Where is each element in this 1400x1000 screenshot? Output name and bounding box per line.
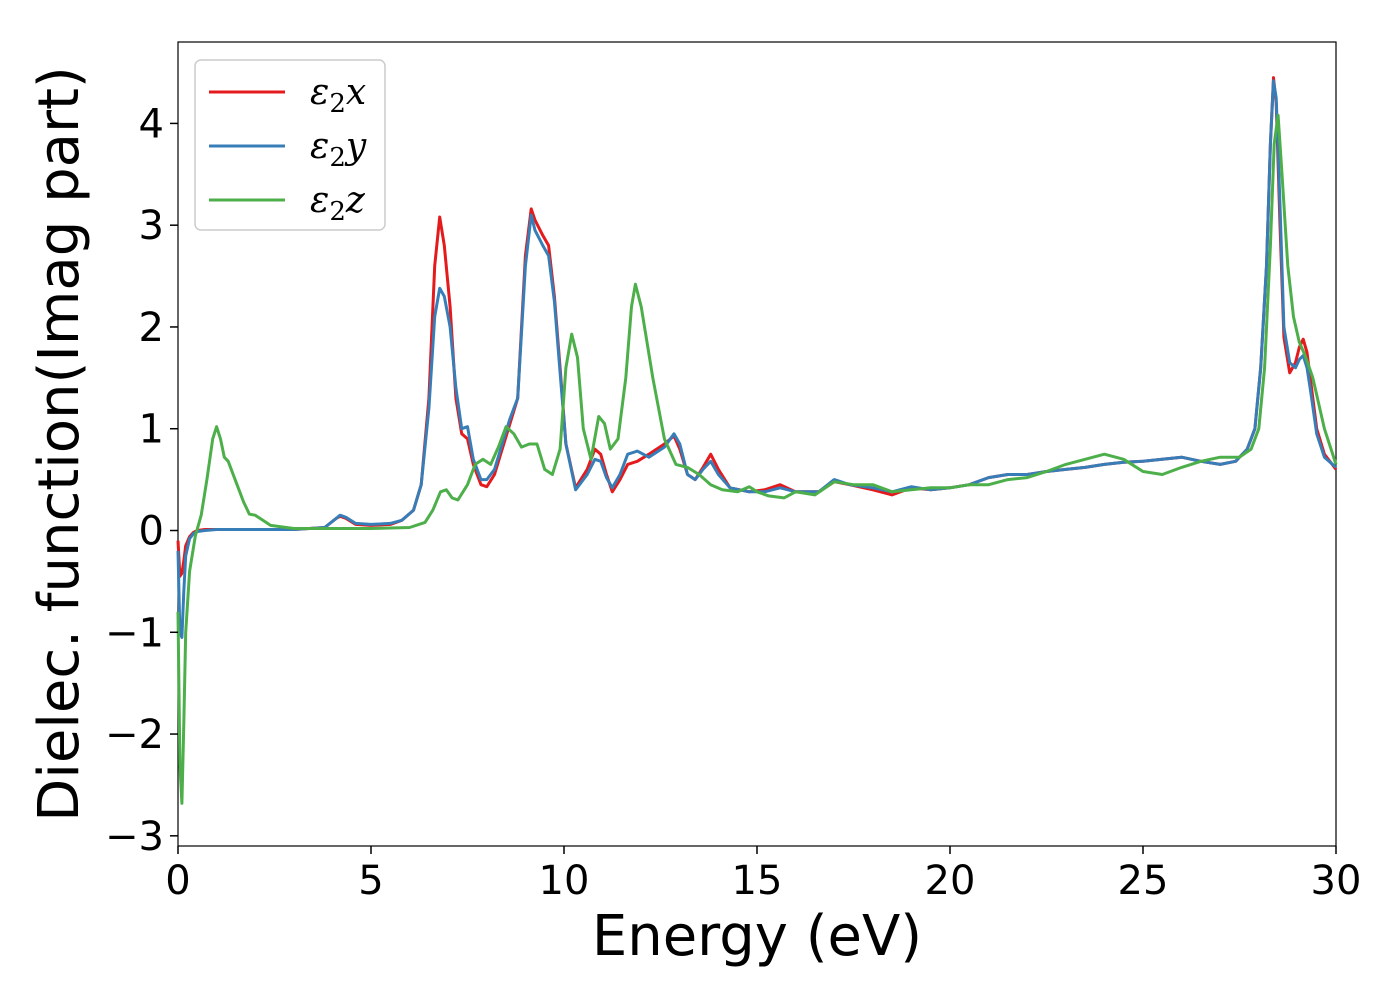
legend-label-symbol: ε bbox=[310, 126, 329, 167]
y-tick-label: −3 bbox=[105, 814, 164, 860]
y-tick-label: −2 bbox=[105, 712, 164, 758]
y-axis-ticks: −3 −2 −1 0 1 2 3 4 bbox=[105, 101, 178, 860]
y-tick-label: 0 bbox=[139, 509, 164, 555]
x-tick-label: 10 bbox=[539, 858, 590, 904]
legend-label-component: z bbox=[345, 180, 366, 221]
y-tick-label: 2 bbox=[139, 305, 164, 351]
y-tick-label: 1 bbox=[139, 407, 164, 453]
x-tick-label: 30 bbox=[1311, 858, 1362, 904]
y-tick-label: 4 bbox=[139, 101, 164, 147]
legend-label-subscript: 2 bbox=[329, 143, 346, 173]
legend-label-subscript: 2 bbox=[329, 89, 346, 119]
legend-frame bbox=[194, 59, 386, 231]
x-axis-ticks: 0 5 10 15 20 25 30 bbox=[165, 846, 1361, 904]
legend-label-symbol: ε bbox=[310, 180, 329, 221]
legend-label-subscript: 2 bbox=[329, 197, 346, 227]
x-tick-label: 20 bbox=[925, 858, 976, 904]
x-tick-label: 25 bbox=[1118, 858, 1169, 904]
legend-label-component: x bbox=[346, 72, 366, 113]
x-tick-label: 15 bbox=[732, 858, 783, 904]
y-axis-label: Dielec. function(Imag part) bbox=[27, 66, 92, 822]
legend-label-y: ε2y bbox=[310, 126, 367, 173]
legend-label-component: y bbox=[344, 126, 367, 167]
y-tick-label: −1 bbox=[105, 610, 164, 656]
series-line-z bbox=[176, 113, 1338, 805]
series-line-y bbox=[176, 79, 1337, 639]
legend-label-x: ε2x bbox=[310, 72, 366, 119]
legend-label-symbol: ε bbox=[310, 72, 329, 113]
x-tick-label: 0 bbox=[165, 858, 190, 904]
y-tick-label: 3 bbox=[139, 203, 164, 249]
legend-label-z: ε2z bbox=[310, 180, 366, 227]
x-tick-label: 5 bbox=[358, 858, 383, 904]
series-layer bbox=[176, 76, 1338, 805]
x-axis-label: Energy (eV) bbox=[592, 904, 922, 969]
